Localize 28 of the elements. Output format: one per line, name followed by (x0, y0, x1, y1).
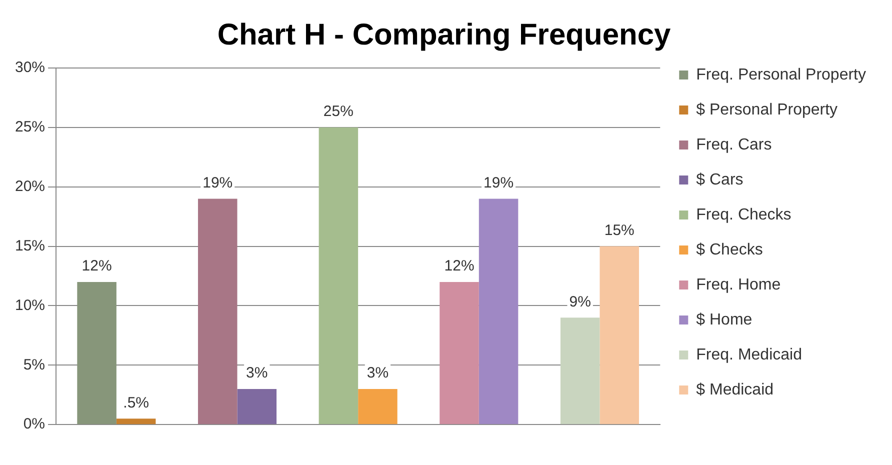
y-tick-label: 25% (14, 118, 46, 136)
y-tick-label: 15% (14, 237, 46, 254)
data-label: .5% (123, 394, 149, 412)
legend-label: $ Home (696, 311, 752, 328)
legend-label: $ Personal Property (696, 101, 838, 118)
y-tick-label: 0% (23, 416, 46, 433)
legend-label: Freq. Checks (696, 206, 792, 224)
data-label: 12% (444, 258, 474, 275)
y-tick-label: 10% (14, 296, 46, 314)
legend-label: Freq. Personal Property (696, 66, 866, 84)
chart-title: Chart H - Comparing Frequency (217, 18, 672, 52)
data-label: 12% (82, 258, 112, 275)
data-label: 3% (246, 364, 268, 382)
legend-label: $ Checks (696, 241, 763, 258)
data-label: 15% (604, 222, 634, 239)
legend-label: Freq. Home (696, 276, 781, 294)
legend-label: Freq. Medicaid (696, 346, 802, 364)
data-label: 3% (366, 364, 389, 382)
y-tick-label: 5% (23, 356, 46, 374)
data-label: 19% (484, 174, 514, 192)
data-label: 19% (202, 174, 233, 192)
y-tick-label: 30% (14, 59, 46, 76)
data-label: 9% (569, 293, 591, 310)
y-tick-label: 20% (14, 178, 46, 196)
legend-label: Freq. Cars (696, 136, 772, 154)
legend-label: $ Medicaid (696, 381, 774, 398)
data-label: 25% (323, 103, 354, 120)
legend-label: $ Cars (696, 171, 744, 188)
